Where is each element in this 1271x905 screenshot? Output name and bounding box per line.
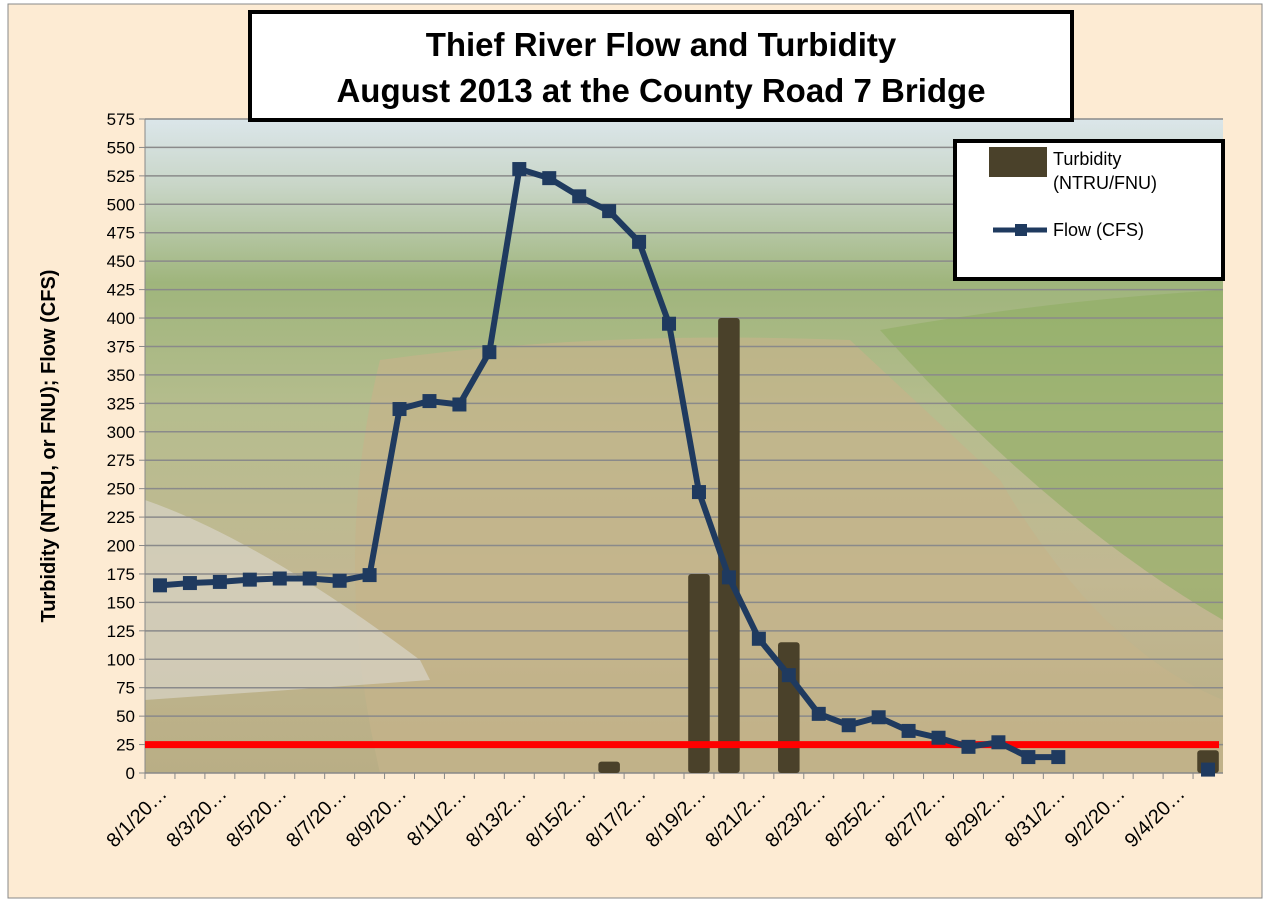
y-tick-label: 550 <box>107 138 135 157</box>
flow-marker <box>902 724 916 738</box>
flow-marker <box>812 707 826 721</box>
y-tick-label: 350 <box>107 366 135 385</box>
y-tick-label: 275 <box>107 451 135 470</box>
y-tick-label: 150 <box>107 593 135 612</box>
y-tick-label: 325 <box>107 394 135 413</box>
flow-marker <box>692 485 706 499</box>
flow-marker <box>303 572 317 586</box>
flow-marker <box>452 397 466 411</box>
y-tick-label: 225 <box>107 508 135 527</box>
y-tick-label: 250 <box>107 480 135 499</box>
chart-title: Thief River Flow and Turbidity August 20… <box>248 10 1074 122</box>
flow-marker <box>842 718 856 732</box>
flow-marker <box>932 731 946 745</box>
y-tick-label: 500 <box>107 195 135 214</box>
y-tick-label: 450 <box>107 252 135 271</box>
y-tick-label: 175 <box>107 565 135 584</box>
flow-marker <box>183 576 197 590</box>
legend-keys <box>957 143 1047 273</box>
y-tick-label: 100 <box>107 650 135 669</box>
flow-marker <box>782 668 796 682</box>
y-tick-label: 50 <box>116 707 135 726</box>
y-tick-label: 425 <box>107 281 135 300</box>
y-tick-label: 125 <box>107 622 135 641</box>
legend-key <box>1015 224 1027 236</box>
y-axis-label: Turbidity (NTRU, or FNU); Flow (CFS) <box>38 270 60 623</box>
y-tick-label: 25 <box>116 736 135 755</box>
legend-label: Flow (CFS) <box>1053 218 1213 242</box>
y-tick-label: 475 <box>107 224 135 243</box>
flow-marker <box>363 568 377 582</box>
flow-marker <box>243 573 257 587</box>
flow-marker <box>333 574 347 588</box>
y-tick-label: 0 <box>126 764 135 783</box>
flow-marker <box>991 735 1005 749</box>
y-tick-label: 400 <box>107 309 135 328</box>
flow-marker <box>1201 763 1215 777</box>
flow-marker <box>961 740 975 754</box>
flow-marker <box>632 235 646 249</box>
bar <box>718 318 740 773</box>
chart-page: 0 25 50 75 100 125 150 175 200 225 250 275 300 325 350… <box>0 0 1271 905</box>
flow-marker <box>542 171 556 185</box>
flow-marker <box>153 578 167 592</box>
flow-marker <box>572 189 586 203</box>
flow-marker <box>1021 750 1035 764</box>
flow-marker <box>422 394 436 408</box>
flow-marker <box>482 345 496 359</box>
flow-marker <box>512 162 526 176</box>
y-tick-label: 200 <box>107 537 135 556</box>
legend-label: Turbidity (NTRU/FNU) <box>1053 147 1213 195</box>
legend-key <box>989 147 1047 177</box>
y-tick-label: 575 <box>107 110 135 129</box>
flow-marker <box>273 572 287 586</box>
y-tick-label: 300 <box>107 423 135 442</box>
flow-marker <box>752 632 766 646</box>
legend: Turbidity (NTRU/FNU) Flow (CFS) <box>953 139 1225 281</box>
title-line: August 2013 at the County Road 7 Bridge <box>252 68 1070 114</box>
flow-marker <box>393 402 407 416</box>
flow-marker <box>602 204 616 218</box>
flow-marker <box>213 575 227 589</box>
y-tick-label: 525 <box>107 167 135 186</box>
title-line: Thief River Flow and Turbidity <box>252 22 1070 68</box>
flow-marker <box>662 317 676 331</box>
y-tick-label: 375 <box>107 337 135 356</box>
chart: 0 25 50 75 100 125 150 175 200 225 250 275 300 325 350… <box>0 0 1271 905</box>
flow-marker <box>722 570 736 584</box>
bar <box>598 762 620 773</box>
flow-marker <box>872 710 886 724</box>
flow-marker <box>1051 750 1065 764</box>
y-tick-label: 75 <box>116 679 135 698</box>
